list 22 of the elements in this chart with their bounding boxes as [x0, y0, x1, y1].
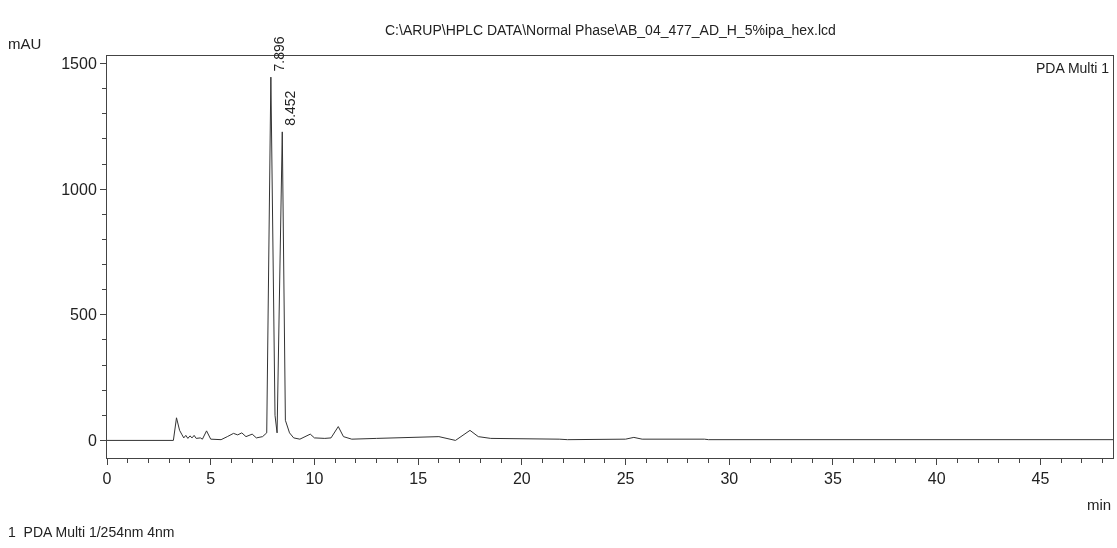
annotation: 7.896	[271, 36, 288, 72]
annotation: 8.452	[281, 90, 298, 126]
x-tick-label: 5	[206, 470, 216, 488]
y-axis-title: mAU	[8, 35, 42, 52]
x-tick-label: 35	[824, 470, 842, 488]
x-axis-title: min	[1087, 496, 1112, 513]
x-tick-label: 20	[512, 470, 531, 488]
x-tick-label: 40	[927, 470, 946, 488]
annotation: PDA Multi 1	[1036, 60, 1110, 76]
line-series	[107, 76, 1113, 441]
text: 1 PDA Multi 1/254nm 4nm	[8, 524, 175, 540]
x-tick-label: 45	[1031, 470, 1050, 488]
y-tick-label: 1500	[61, 55, 97, 73]
x-tick-label: 25	[616, 470, 635, 488]
x-tick-label: 15	[409, 470, 428, 488]
x-tick-label: 0	[102, 470, 112, 488]
x-tick-label: 10	[305, 470, 324, 488]
y-tick-label: 500	[70, 306, 97, 324]
y-tick-label: 0	[87, 432, 97, 450]
x-tick-label: 30	[720, 470, 739, 488]
chart-title: C:\ARUP\HPLC DATA\Normal Phase\AB_04_477_AD_H_5%ipa_hex.lcd	[385, 22, 836, 38]
y-tick-label: 1000	[61, 180, 97, 198]
